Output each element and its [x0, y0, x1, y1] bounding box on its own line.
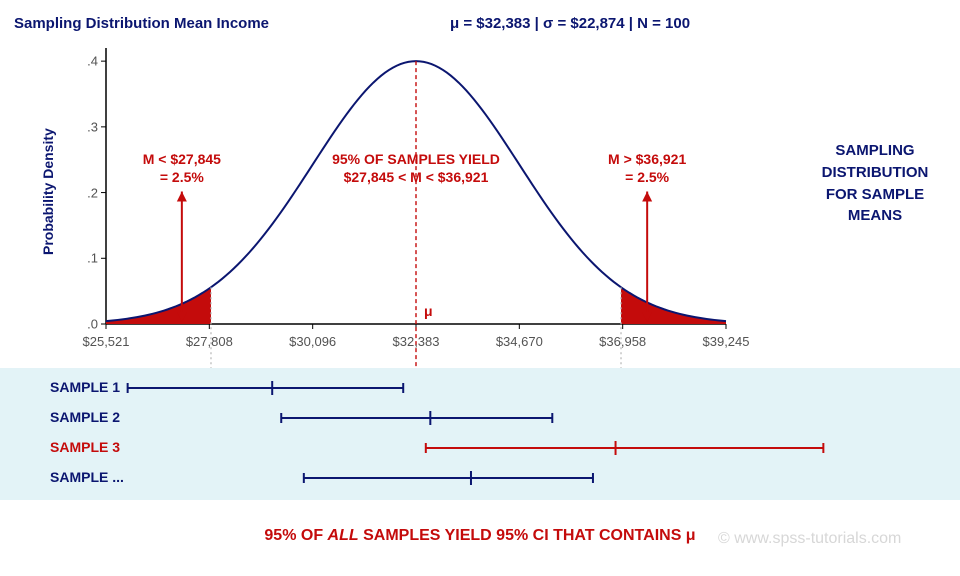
center-annotation: 95% OF SAMPLES YIELD$27,845 < M < $36,92… [301, 150, 531, 188]
ci-panel: SAMPLE 1 SAMPLE 2 SAMPLE 3 SAMPLE ... [0, 368, 960, 500]
sample-label: SAMPLE 2 [50, 409, 120, 425]
left-tail-annotation: M < $27,845= 2.5% [112, 150, 252, 188]
sample-label: SAMPLE ... [50, 469, 124, 485]
sample-label: SAMPLE 1 [50, 379, 120, 395]
svg-text:μ: μ [424, 303, 433, 319]
ci-lines [0, 368, 960, 500]
right-tail-annotation: M > $36,921= 2.5% [577, 150, 717, 188]
watermark: © www.spss-tutorials.com [718, 530, 901, 548]
side-label-distribution: SAMPLINGDISTRIBUTIONFOR SAMPLEMEANS [800, 140, 950, 227]
sample-label: SAMPLE 3 [50, 439, 120, 455]
